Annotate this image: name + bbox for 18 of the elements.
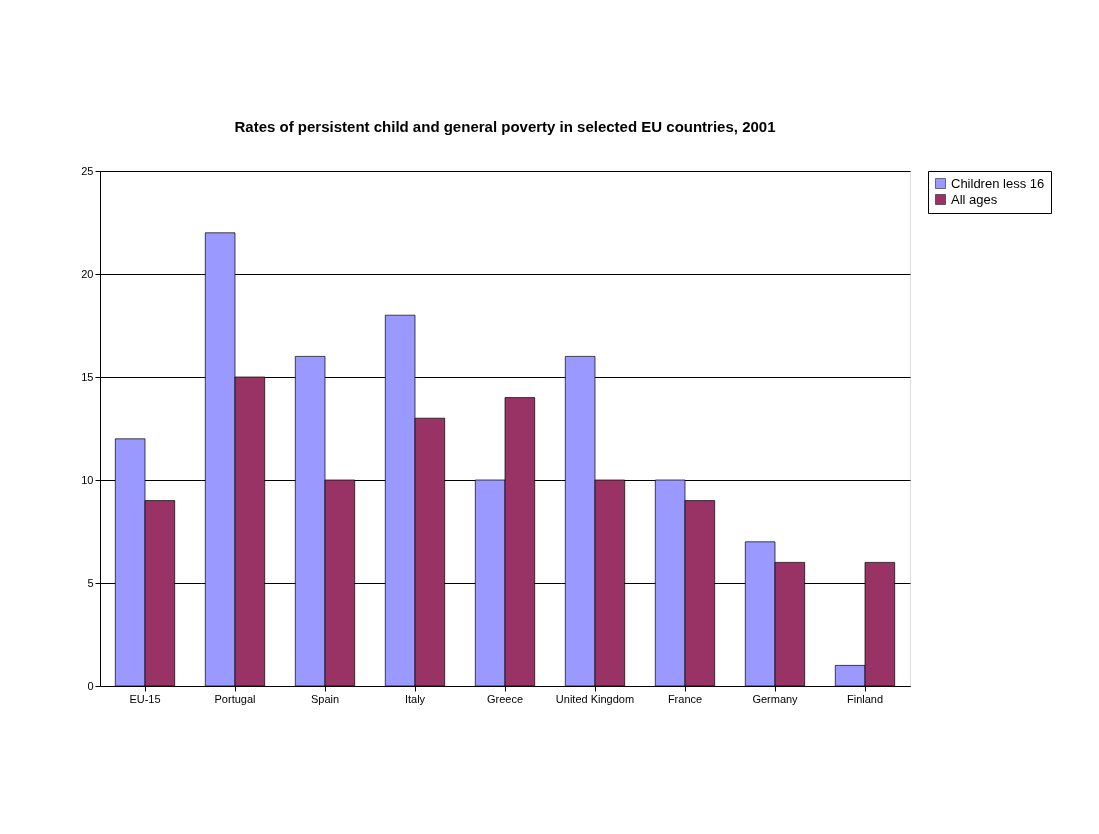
y-tick-label: 10 [81, 473, 94, 486]
x-tick-label: Portugal [214, 692, 256, 705]
x-tick-label: Spain [310, 692, 340, 705]
x-tick-label: Greece [486, 692, 524, 705]
y-tick-label: 20 [81, 267, 94, 280]
x-tick-label: EU-15 [129, 692, 161, 705]
y-tick-label: 25 [81, 164, 94, 177]
y-tick-label: 15 [81, 370, 94, 383]
chart-title: Rates of persistent child and general poverty in selected EU countries, 2001 [234, 118, 776, 135]
x-tick-label: United Kingdom [555, 692, 635, 705]
x-tick-label: France [667, 692, 703, 705]
x-tick-label: Italy [404, 692, 426, 705]
y-tick-label: 5 [87, 576, 94, 589]
x-tick-label: Finland [846, 692, 884, 705]
y-tick-label: 0 [87, 679, 94, 692]
legend-label: All ages [951, 191, 998, 207]
legend-label: Children less 16 [951, 175, 1045, 191]
x-tick-label: Germany [752, 692, 799, 705]
